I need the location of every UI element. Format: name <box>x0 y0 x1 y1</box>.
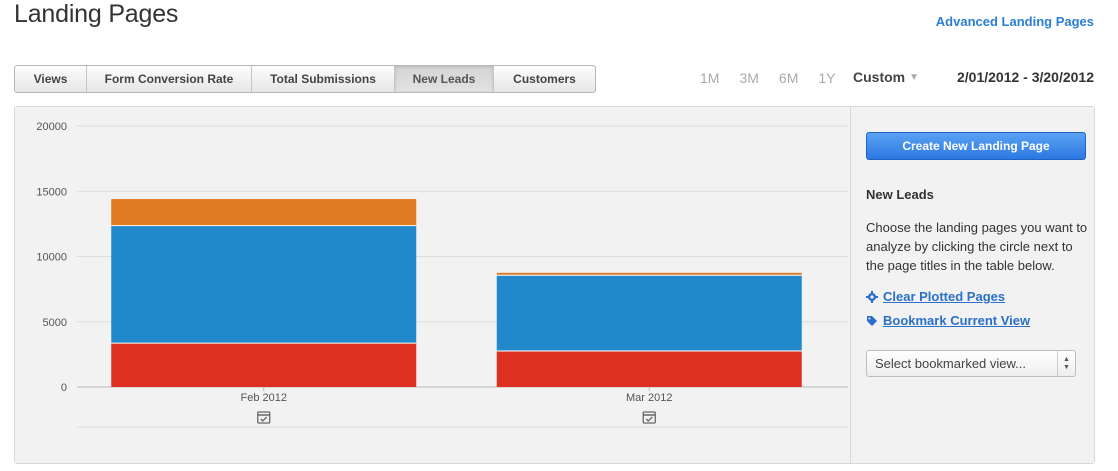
tab-new-leads[interactable]: New Leads <box>395 66 494 92</box>
metric-tabs: Views Form Conversion Rate Total Submiss… <box>14 65 596 93</box>
sidebar-heading: New Leads <box>866 187 934 202</box>
calendar-check-icon-check <box>260 416 268 422</box>
custom-range-label: Custom <box>853 69 906 85</box>
bookmark-current-view-label: Bookmark Current View <box>883 313 1031 328</box>
range-options: 1M 3M 6M 1Y <box>700 70 855 86</box>
range-1m-button[interactable]: 1M <box>700 70 720 86</box>
bar-segment <box>496 274 802 351</box>
y-tick-label: 10000 <box>36 252 67 264</box>
select-arrows-icon: ▲ ▼ <box>1057 351 1075 376</box>
date-range-label: 2/01/2012 - 3/20/2012 <box>956 69 1094 85</box>
bar-segment <box>111 342 417 387</box>
gear-icon <box>866 290 878 303</box>
tab-customers[interactable]: Customers <box>513 72 576 86</box>
range-3m-button[interactable]: 3M <box>739 70 759 86</box>
x-tick-label: Mar 2012 <box>626 392 672 404</box>
new-leads-chart: 0 5000 10000 15000 20000 Feb 2012 Mar 2012 <box>36 121 848 428</box>
range-6m-button[interactable]: 6M <box>778 70 799 86</box>
clear-plotted-pages-link[interactable]: Clear Plotted Pages <box>866 289 1005 304</box>
page-title: Landing Pages <box>14 0 179 28</box>
chart-sidebar: Create New Landing Page New Leads Choose… <box>850 107 1094 463</box>
calendar-check-icon <box>642 411 656 424</box>
calendar-check-icon <box>257 411 271 424</box>
bookmarked-view-select[interactable]: Select bookmarked view... ▲ ▼ <box>866 350 1076 377</box>
create-landing-page-button[interactable]: Create New Landing Page <box>866 132 1086 160</box>
tab-form-conversion-rate[interactable]: Form Conversion Rate <box>87 66 252 92</box>
select-value: Select bookmarked view... <box>875 356 1027 371</box>
y-tick-label: 20000 <box>36 121 67 133</box>
advanced-landing-pages-link[interactable]: Advanced Landing Pages <box>935 14 1094 29</box>
clear-plotted-pages-label: Clear Plotted Pages <box>883 289 1006 304</box>
y-tick-label: 15000 <box>36 186 67 198</box>
caret-down-icon: ▼ <box>909 72 920 83</box>
bar-segment <box>111 199 417 226</box>
tab-views[interactable]: Views <box>15 66 87 92</box>
bookmark-current-view-link[interactable]: Bookmark Current View <box>866 313 1030 328</box>
custom-range-dropdown[interactable]: Custom ▼ <box>853 69 919 85</box>
tag-icon <box>866 315 878 327</box>
chart-area: 0 5000 10000 15000 20000 Feb 2012 Mar 2012 <box>15 107 850 463</box>
calendar-check-icon-check <box>645 416 653 422</box>
range-1y-button[interactable]: 1Y <box>818 70 836 86</box>
y-tick-label: 5000 <box>43 317 67 329</box>
y-tick-label: 0 <box>61 382 67 394</box>
x-tick-label: Feb 2012 <box>241 392 287 404</box>
tab-total-submissions[interactable]: Total Submissions <box>252 66 395 92</box>
bar-segment <box>496 272 802 275</box>
bar-segment <box>111 225 417 343</box>
chart-panel: 0 5000 10000 15000 20000 Feb 2012 Mar 2012 Cre… <box>14 106 1095 464</box>
sidebar-description: Choose the landing pages you want to ana… <box>866 220 1088 273</box>
bar-segment <box>496 350 802 387</box>
